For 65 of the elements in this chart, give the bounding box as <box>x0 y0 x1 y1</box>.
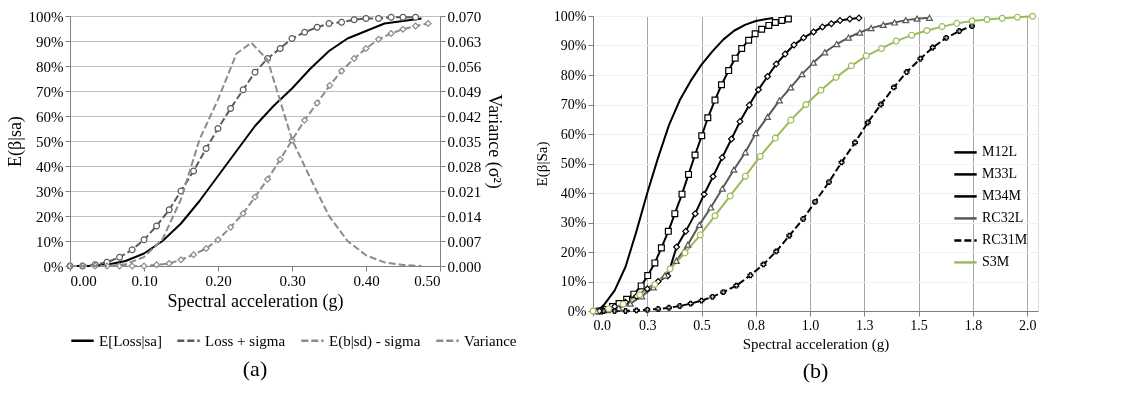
y-tick-label: 50% <box>560 156 587 171</box>
x-tick-label: 0.20 <box>205 272 232 289</box>
x-tick-label: 1.3 <box>856 317 874 333</box>
x-tick-label: 0.8 <box>747 317 766 333</box>
text: (b) <box>802 358 829 383</box>
y-tick-label: 30% <box>36 183 64 200</box>
y-tick-label: 10% <box>36 233 64 250</box>
y-tick-label: 80% <box>560 67 587 83</box>
y-tick-label: 30% <box>560 215 587 230</box>
text: (a) <box>242 356 268 381</box>
y2-tick-label: 0.021 <box>447 183 482 200</box>
x-tick-label: 2.0 <box>1018 317 1037 333</box>
y-tick-label: 40% <box>560 185 587 201</box>
y2-tick-label: 0.035 <box>447 133 482 150</box>
x-tick-label: 0.30 <box>279 272 306 289</box>
y-tick-label: 80% <box>36 58 64 75</box>
y-tick-label: 20% <box>36 208 64 225</box>
y-axis-title: E(β|Sa) <box>533 141 551 187</box>
y2-tick-label: 0.070 <box>447 8 482 25</box>
x-tick-label: 1.0 <box>801 317 820 333</box>
y2-tick-label: 0.007 <box>447 233 482 250</box>
y-tick-label: 40% <box>36 158 64 175</box>
y-tick-label: 100% <box>28 8 64 25</box>
x-tick-label: 0.50 <box>414 272 441 289</box>
x-tick-label: 0.40 <box>353 272 380 289</box>
x-tick-label: 0.10 <box>131 272 158 289</box>
legend-label: RC31M <box>982 232 1028 248</box>
legend-label: M34M <box>982 188 1022 204</box>
legend-label: M12L <box>982 144 1017 160</box>
x-tick-label: 0.3 <box>639 317 657 333</box>
legend-label: Loss + sigma <box>205 332 286 349</box>
legend-label: S3M <box>982 254 1010 270</box>
legend-label: E(b|sd) - sigma <box>329 332 421 350</box>
y-tick-label: 90% <box>560 38 587 53</box>
y2-tick-label: 0.042 <box>447 108 482 125</box>
x-tick-label: 0.0 <box>593 317 611 333</box>
y-tick-label: 90% <box>36 33 64 50</box>
y-tick-label: 70% <box>36 83 64 100</box>
y2-tick-label: 0.000 <box>447 258 482 275</box>
y2-tick-label: 0.049 <box>447 83 482 100</box>
y-tick-label: 20% <box>560 244 587 260</box>
x-axis-title: Spectral acceleration (g) <box>742 335 890 353</box>
y2-tick-label: 0.028 <box>447 158 482 175</box>
y-tick-label: 0% <box>567 303 587 319</box>
y2-tick-label: 0.063 <box>447 33 482 50</box>
y-tick-label: 50% <box>36 133 64 150</box>
y-tick-label: 0% <box>43 258 64 275</box>
y2-tick-label: 0.056 <box>447 58 482 75</box>
y-tick-label: 70% <box>560 97 587 112</box>
x-tick-label: 1.8 <box>964 317 983 333</box>
legend-label: Variance <box>464 332 517 349</box>
x-tick-label: 0.00 <box>70 272 97 289</box>
y-tick-label: 60% <box>36 108 64 125</box>
y-tick-label: 100% <box>553 8 587 24</box>
y-tick-label: 10% <box>560 274 587 289</box>
y2-tick-label: 0.014 <box>447 208 482 225</box>
y2-axis-title: Variance (σ²) <box>484 94 506 189</box>
legend-label: M33L <box>982 166 1017 182</box>
x-tick-label: 1.5 <box>910 317 928 333</box>
x-tick-label: 0.5 <box>693 317 711 333</box>
x-axis-title: Spectral acceleration (g) <box>167 290 344 312</box>
legend-label: RC32L <box>982 210 1024 226</box>
y-tick-label: 60% <box>560 126 587 142</box>
legend-label: E[Loss|sa] <box>99 332 162 349</box>
y-axis-title: E(β|sa) <box>4 116 26 167</box>
